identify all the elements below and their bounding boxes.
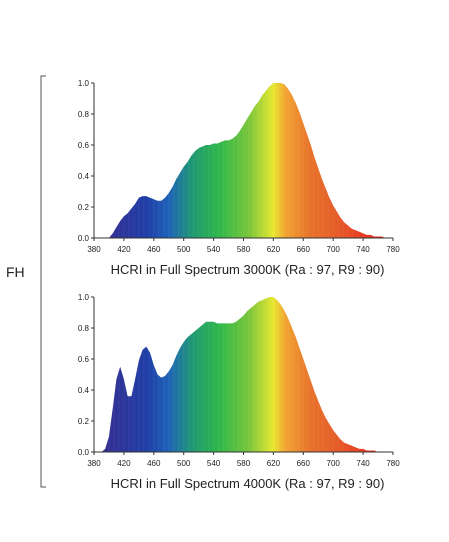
y-tick-label: 0.2: [78, 203, 90, 212]
x-tick-label: 780: [386, 245, 400, 254]
x-tick-label: 420: [117, 245, 131, 254]
x-tick-label: 500: [177, 459, 191, 468]
spectrum-chart-3000k: 0.0 0.2 0.4 0.6 0.8 1.0 380 420 460 500 540 580 620 6…: [78, 79, 400, 277]
chart-title: HCRI in Full Spectrum 3000K (Ra : 97, R9…: [111, 262, 385, 277]
x-tick-label: 460: [147, 245, 161, 254]
x-tick-label: 540: [207, 245, 221, 254]
y-tick-label: 0.6: [78, 355, 90, 364]
x-tick-label: 580: [237, 245, 251, 254]
x-tick-label: 620: [267, 245, 281, 254]
y-tick-label: 0.4: [78, 172, 90, 181]
y-tick-label: 1.0: [78, 293, 90, 302]
x-tick-label: 420: [117, 459, 131, 468]
x-tick-label: 740: [356, 459, 370, 468]
y-tick-label: 0.0: [78, 234, 90, 243]
y-tick-label: 0.0: [78, 448, 90, 457]
x-tick-label: 620: [267, 459, 281, 468]
x-tick-label: 780: [386, 459, 400, 468]
x-tick-label: 500: [177, 245, 191, 254]
y-tick-label: 0.8: [78, 324, 90, 333]
y-tick-label: 0.4: [78, 386, 90, 395]
x-tick-label: 460: [147, 459, 161, 468]
x-tick-label: 380: [87, 459, 101, 468]
side-label: FH: [6, 264, 25, 280]
x-tick-label: 380: [87, 245, 101, 254]
x-tick-label: 740: [356, 245, 370, 254]
y-tick-label: 0.8: [78, 110, 90, 119]
x-tick-label: 700: [327, 245, 341, 254]
x-tick-label: 700: [327, 459, 341, 468]
x-tick-label: 660: [297, 245, 311, 254]
x-tick-label: 540: [207, 459, 221, 468]
spectrum-chart-4000k: 0.0 0.2 0.4 0.6 0.8 1.0 380 420 460 500 540 580 620 6…: [78, 293, 400, 491]
x-tick-label: 580: [237, 459, 251, 468]
chart-title: HCRI in Full Spectrum 4000K (Ra : 97, R9…: [111, 476, 385, 491]
y-tick-label: 0.6: [78, 141, 90, 150]
y-tick-label: 0.2: [78, 417, 90, 426]
y-tick-label: 1.0: [78, 79, 90, 88]
x-tick-label: 660: [297, 459, 311, 468]
